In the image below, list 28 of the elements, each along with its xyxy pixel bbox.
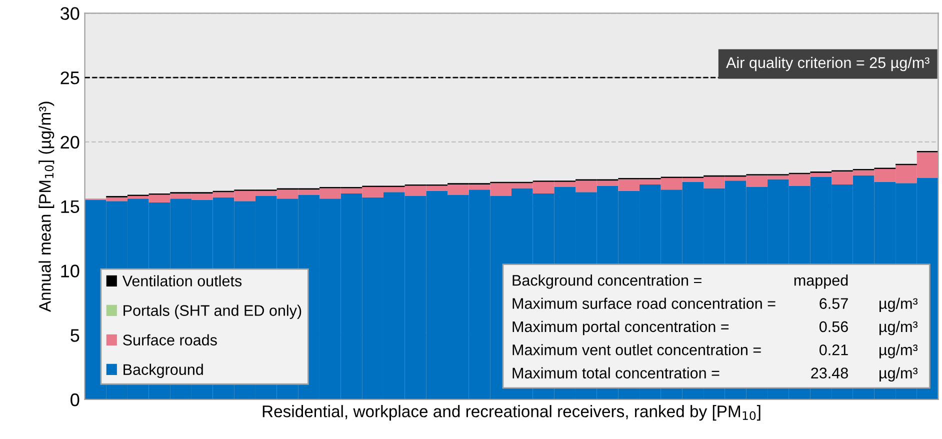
annotation: µg/m³ <box>880 298 918 312</box>
annotation: 0.21 <box>819 344 848 356</box>
annotation: Maximum vent outlet concentration = <box>512 344 761 356</box>
annotation: Background concentration = <box>512 274 702 289</box>
legend-label: Surface roads <box>123 334 217 346</box>
annotation: Maximum portal concentration = <box>512 320 729 336</box>
y-tick-label: 20 <box>60 136 80 149</box>
annotation: µg/m³ <box>880 320 918 336</box>
annotation: 0.56 <box>819 321 848 332</box>
annotation: 6.57 <box>820 298 848 309</box>
y-axis-title: Annual mean [PM$_{10}$] (µg/m³) <box>38 102 54 312</box>
annotation: Maximum surface road concentration = <box>512 298 776 309</box>
y-tick-label: 0 <box>70 393 80 406</box>
annotation: mapped <box>794 274 848 289</box>
annotation: 23.48 <box>811 368 848 378</box>
annotation: Maximum total concentration = <box>512 367 720 378</box>
y-tick-label: 15 <box>61 200 80 214</box>
ref-line-label: Air quality criterion = 25 µg/m³ <box>726 56 930 72</box>
legend-label: Portals (SHT and ED only) <box>124 304 302 319</box>
y-tick-label: 10 <box>61 264 80 278</box>
y-tick-label: 30 <box>60 7 80 20</box>
annotation: µg/m³ <box>880 344 918 358</box>
annotation: µg/m³ <box>880 367 918 382</box>
y-tick-label: 5 <box>70 329 80 342</box>
legend-label: Background <box>124 364 203 378</box>
legend-label: Ventilation outlets <box>122 275 242 286</box>
x-axis-title: Residential, workplace and recreational receivers, ranked by [PM$_{10}$] <box>262 405 760 421</box>
y-tick-label: 25 <box>60 71 80 84</box>
